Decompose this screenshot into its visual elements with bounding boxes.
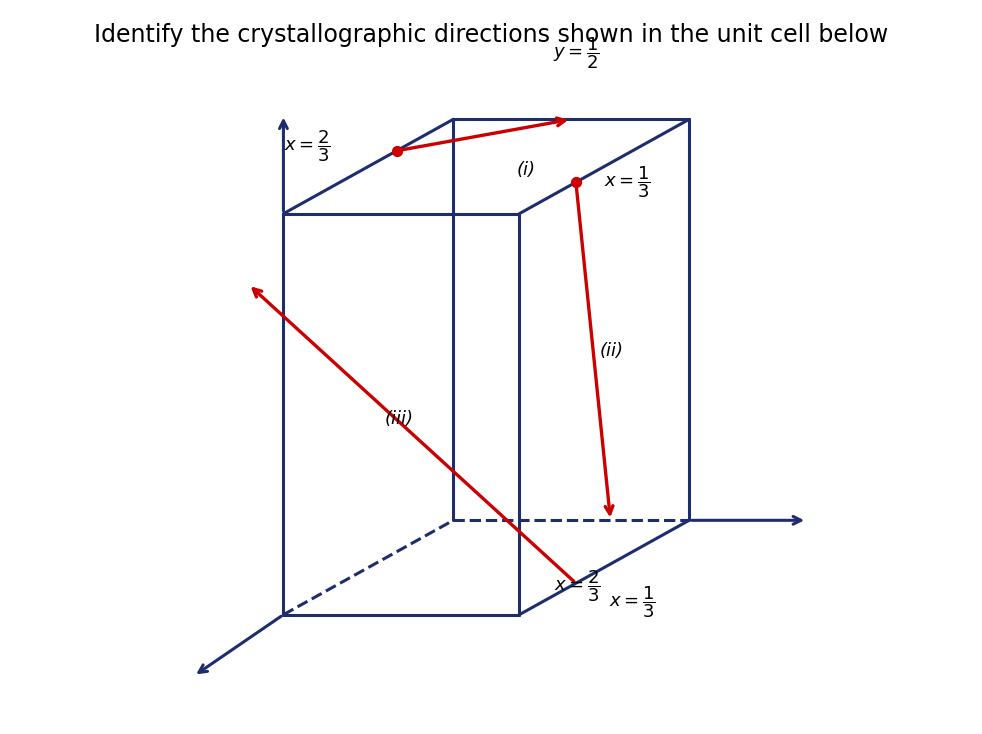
Text: (iii): (iii) bbox=[384, 410, 413, 429]
Point bbox=[568, 176, 583, 188]
Text: $x = \dfrac{2}{3}$: $x = \dfrac{2}{3}$ bbox=[554, 569, 601, 604]
Text: Identify the crystallographic directions shown in the unit cell below: Identify the crystallographic directions… bbox=[94, 23, 888, 47]
Text: $x = \dfrac{2}{3}$: $x = \dfrac{2}{3}$ bbox=[284, 128, 331, 164]
Text: (ii): (ii) bbox=[600, 342, 625, 360]
Text: (i): (i) bbox=[517, 161, 536, 180]
Point bbox=[389, 145, 405, 156]
Text: $x = \dfrac{1}{3}$: $x = \dfrac{1}{3}$ bbox=[609, 584, 656, 620]
Text: $y = \dfrac{1}{2}$: $y = \dfrac{1}{2}$ bbox=[553, 35, 599, 71]
Text: $x = \dfrac{1}{3}$: $x = \dfrac{1}{3}$ bbox=[604, 164, 651, 200]
